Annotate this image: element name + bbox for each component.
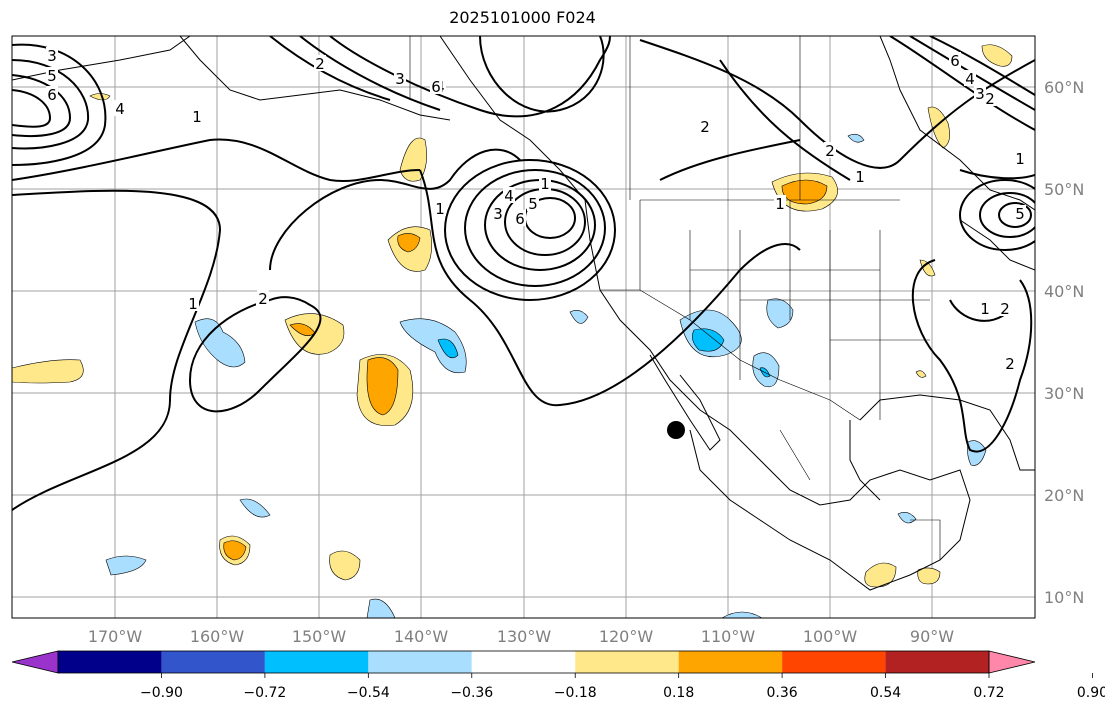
contour-label: 1 — [1015, 150, 1025, 168]
contour-label: 5 — [47, 67, 57, 85]
coastlines — [12, 36, 1035, 591]
colorbar-segment — [161, 651, 265, 673]
political-borders — [409, 36, 941, 560]
contour-labels: 3564122346112156431212125643212 — [46, 47, 1026, 373]
contour-label: 1 — [855, 168, 865, 186]
contour-label: 2 — [258, 290, 268, 308]
contour-label: 1 — [980, 300, 990, 318]
contour-label: 3 — [975, 85, 985, 103]
location-marker — [667, 421, 685, 439]
latitude-label: 60°N — [1044, 78, 1084, 97]
colorbar-tick-label: −0.54 — [347, 685, 390, 701]
contour-label: 6 — [515, 210, 525, 228]
colorbar-tick-label: −0.72 — [243, 685, 286, 701]
contour-label: 2 — [825, 142, 835, 160]
contour-label: 2 — [700, 118, 710, 136]
contour-label: 6 — [431, 78, 441, 96]
contour-label: 3 — [493, 205, 503, 223]
colorbar-tick-label: 0.54 — [870, 685, 901, 701]
contour-label: 6 — [950, 52, 960, 70]
colorbar — [11, 650, 1036, 674]
longitude-label: 170°W — [88, 627, 143, 646]
contour-label: 4 — [965, 70, 975, 88]
contour-label: 1 — [540, 175, 550, 193]
contour-label: 4 — [115, 100, 125, 118]
longitude-label: 110°W — [701, 627, 756, 646]
contour-label: 1 — [435, 200, 445, 218]
colorbar-tick-label: 0.18 — [663, 685, 694, 701]
longitude-label: 90°W — [910, 627, 954, 646]
longitude-label: 120°W — [599, 627, 654, 646]
colorbar-segment — [782, 651, 886, 673]
longitude-label: 160°W — [190, 627, 245, 646]
contour-label: 1 — [188, 295, 198, 313]
colorbar-tick-label: −0.18 — [554, 685, 597, 701]
colorbar-segment — [885, 651, 989, 673]
map-border — [11, 35, 1036, 619]
contour-label: 4 — [504, 187, 514, 205]
colorbar-tick-label: 0.90 — [1077, 685, 1105, 701]
colorbar-segment — [678, 651, 783, 673]
latitude-label: 20°N — [1044, 486, 1084, 505]
contour-label: 6 — [47, 86, 57, 104]
colorbar-segment — [575, 651, 679, 673]
contour-label: 1 — [775, 195, 785, 213]
contour-label: 2 — [1005, 355, 1015, 373]
longitude-label: 130°W — [497, 627, 552, 646]
latitude-label: 50°N — [1044, 180, 1084, 199]
colorbar-tick-label: −0.36 — [450, 685, 493, 701]
contour-label: 3 — [395, 70, 405, 88]
latitude-labels: 60°N 50°N 40°N 30°N 20°N 10°N — [1044, 78, 1084, 607]
contour-label: 2 — [1000, 300, 1010, 318]
contour-label: 3 — [47, 47, 57, 65]
colorbar-segment — [58, 651, 162, 673]
longitude-label: 100°W — [803, 627, 858, 646]
latitude-label: 40°N — [1044, 282, 1084, 301]
colorbar-tick-label: 0.36 — [767, 685, 798, 701]
contour-label: 5 — [1015, 205, 1025, 223]
colorbar-tick-label: −0.90 — [140, 685, 183, 701]
colorbar-segment — [471, 651, 576, 673]
longitude-label: 140°W — [394, 627, 449, 646]
colorbar-extend-low — [11, 650, 59, 674]
map-title: 2025101000 F024 — [449, 8, 596, 27]
contour-label: 2 — [985, 90, 995, 108]
longitude-label: 150°W — [292, 627, 347, 646]
contour-label: 2 — [315, 55, 325, 73]
contour-label: 5 — [528, 195, 538, 213]
contour-label: 1 — [192, 108, 202, 126]
latitude-label: 30°N — [1044, 384, 1084, 403]
colorbar-segment — [264, 651, 369, 673]
colorbar-labels: −0.90 −0.72 −0.54 −0.36 −0.18 0.18 0.36 0.54 0.7… — [140, 673, 1105, 701]
colorbar-segment — [368, 651, 472, 673]
colorbar-tick-label: 0.72 — [973, 685, 1004, 701]
latitude-label: 10°N — [1044, 588, 1084, 607]
longitude-labels: 170°W 160°W 150°W 140°W 130°W 120°W 110°W 100°W… — [88, 627, 954, 646]
colorbar-extend-high — [988, 650, 1036, 674]
